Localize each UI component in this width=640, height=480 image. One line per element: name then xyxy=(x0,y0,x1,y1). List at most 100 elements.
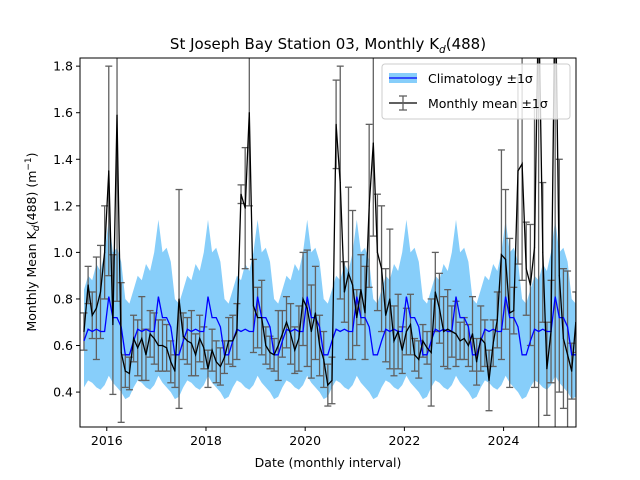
monthly-mean-point xyxy=(157,344,159,347)
monthly-mean-point xyxy=(364,312,366,314)
y-axis: 0.4 0.6 0.8 1.0 1.2 1.4 1.6 1.8 xyxy=(53,59,80,400)
y-tick-label: 0.6 xyxy=(53,338,73,353)
monthly-mean-point xyxy=(186,340,188,342)
monthly-mean-point xyxy=(95,307,97,309)
monthly-mean-point xyxy=(294,349,296,351)
x-tick-label: 2016 xyxy=(91,433,123,448)
monthly-mean-line-layer xyxy=(83,58,576,387)
monthly-mean-point xyxy=(447,328,449,330)
monthly-mean-point xyxy=(484,342,486,344)
x-tick-label: 2018 xyxy=(190,433,222,448)
monthly-mean-point xyxy=(182,335,184,337)
monthly-mean-point xyxy=(108,170,110,172)
monthly-mean-point xyxy=(517,170,519,172)
monthly-mean-point xyxy=(513,309,515,312)
monthly-mean-point xyxy=(389,298,391,300)
monthly-mean-point xyxy=(240,193,242,195)
monthly-mean-point xyxy=(232,340,234,342)
climatology-band-layer xyxy=(84,219,576,400)
monthly-mean-point xyxy=(438,307,441,309)
x-tick-label: 2024 xyxy=(488,433,520,448)
climatology-band xyxy=(84,219,576,400)
monthly-mean-point xyxy=(562,337,565,340)
monthly-mean-point xyxy=(385,314,387,316)
monthly-mean-point xyxy=(236,330,238,333)
monthly-mean-point xyxy=(306,307,308,309)
monthly-mean-point xyxy=(459,340,461,342)
monthly-mean-point xyxy=(228,340,230,342)
monthly-mean-point xyxy=(137,347,139,349)
monthly-mean-point xyxy=(343,291,345,293)
monthly-mean-point xyxy=(153,337,155,340)
monthly-mean-point xyxy=(476,361,478,363)
monthly-mean-line xyxy=(83,58,576,387)
monthly-mean-point xyxy=(405,330,407,333)
x-tick-label: 2020 xyxy=(289,433,321,448)
monthly-mean-point xyxy=(273,354,275,356)
monthly-mean-point xyxy=(132,337,135,340)
monthly-mean-point xyxy=(298,337,300,340)
monthly-mean-point xyxy=(463,337,465,340)
monthly-mean-point xyxy=(248,112,250,114)
y-tick-label: 0.4 xyxy=(53,385,73,400)
monthly-mean-point xyxy=(434,291,436,293)
monthly-mean-point xyxy=(372,142,374,144)
monthly-mean-point xyxy=(211,349,213,351)
chart-title: St Joseph Bay Station 03, Monthly Kd(488… xyxy=(170,35,486,56)
monthly-mean-point xyxy=(265,344,267,347)
monthly-mean-point xyxy=(203,347,205,349)
monthly-mean-point xyxy=(87,284,89,286)
x-tick-label: 2022 xyxy=(388,433,420,448)
y-tick-label: 1.0 xyxy=(53,245,73,260)
monthly-mean-point xyxy=(281,333,283,335)
monthly-mean-point xyxy=(161,344,164,347)
y-tick-label: 1.8 xyxy=(53,59,73,74)
monthly-mean-point xyxy=(550,330,552,333)
y-tick-label: 1.2 xyxy=(53,198,73,213)
monthly-mean-point xyxy=(488,379,490,382)
monthly-mean-point xyxy=(566,354,569,356)
monthly-mean-point xyxy=(104,251,106,253)
monthly-mean-point xyxy=(331,379,333,382)
monthly-mean-point xyxy=(124,370,126,372)
monthly-mean-point xyxy=(467,344,469,347)
monthly-mean-point xyxy=(533,247,536,249)
monthly-mean-point xyxy=(455,333,457,335)
y-axis-title: Monthly Mean Kd(488) (m−1) xyxy=(24,152,42,331)
legend: Climatology ±1σ Monthly mean ±1σ xyxy=(381,63,571,120)
monthly-mean-point xyxy=(223,356,226,358)
monthly-mean-point xyxy=(99,291,102,293)
x-axis-title: Date (monthly interval) xyxy=(255,455,402,470)
monthly-mean-point xyxy=(529,284,531,286)
monthly-mean-point xyxy=(215,361,217,363)
monthly-mean-point xyxy=(496,319,498,321)
monthly-mean-point xyxy=(360,289,362,291)
monthly-mean-point xyxy=(339,181,341,184)
monthly-mean-point xyxy=(418,358,420,361)
monthly-mean-point xyxy=(285,321,288,323)
monthly-mean-point xyxy=(261,316,263,319)
monthly-mean-point xyxy=(149,333,151,335)
monthly-mean-point xyxy=(356,316,358,319)
monthly-mean-point xyxy=(91,314,93,316)
monthly-mean-point xyxy=(219,365,221,368)
monthly-mean-point xyxy=(500,254,503,256)
monthly-mean-point xyxy=(83,330,85,333)
monthly-mean-point xyxy=(252,305,255,307)
monthly-mean-point xyxy=(347,272,350,274)
monthly-mean-point xyxy=(269,351,271,354)
monthly-mean-point xyxy=(256,316,259,319)
monthly-mean-point xyxy=(380,268,383,270)
monthly-mean-point xyxy=(190,342,193,344)
monthly-mean-point xyxy=(335,123,337,125)
monthly-mean-point xyxy=(327,384,329,386)
monthly-mean-point xyxy=(174,370,176,372)
monthly-mean-point xyxy=(451,330,453,333)
monthly-mean-point xyxy=(314,312,317,314)
monthly-mean-point xyxy=(409,323,412,326)
monthly-mean-point xyxy=(442,330,445,333)
monthly-mean-point xyxy=(430,351,432,354)
y-tick-label: 0.8 xyxy=(53,291,73,306)
monthly-mean-point xyxy=(128,372,131,375)
climatology-line-layer xyxy=(83,296,576,356)
